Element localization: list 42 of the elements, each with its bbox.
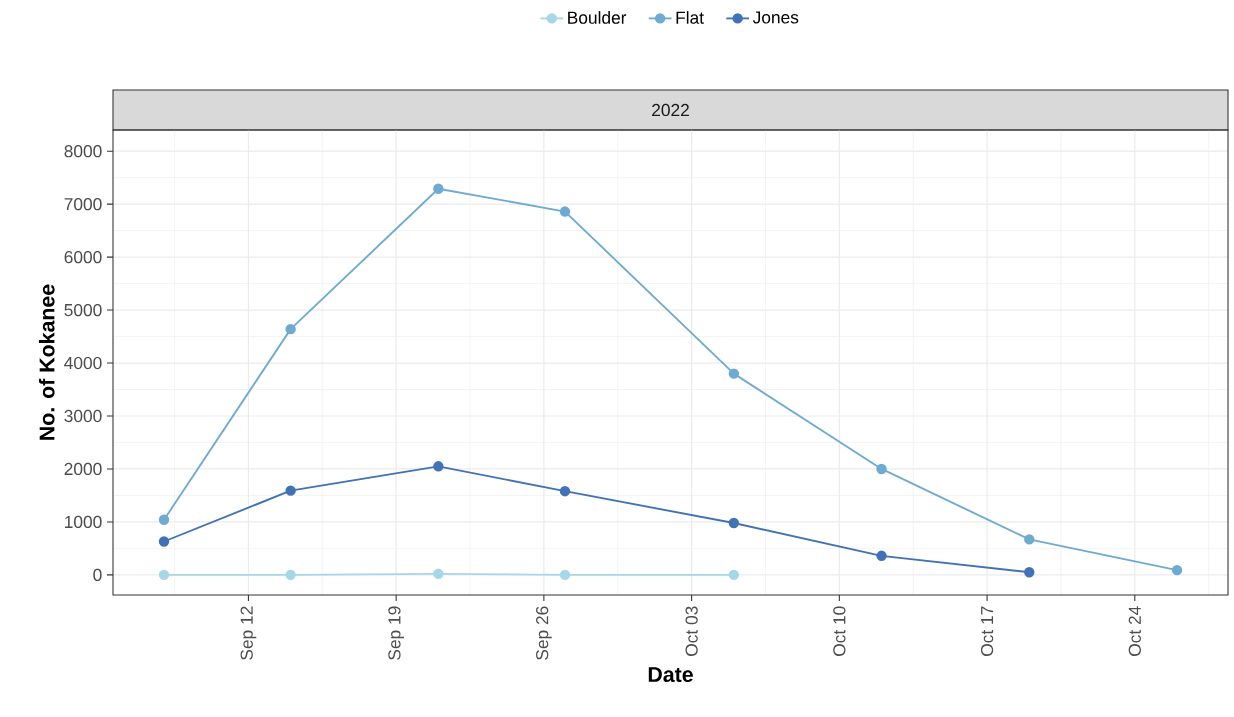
x-tick-label: Oct 17 (980, 606, 994, 656)
point (728, 569, 740, 581)
point (1171, 564, 1183, 576)
x-tick-label: Sep 12 (240, 606, 257, 660)
point (728, 517, 740, 529)
point (559, 569, 571, 581)
point (285, 569, 296, 581)
legend-label: Boulder (568, 11, 627, 24)
point (559, 206, 571, 217)
point (876, 463, 887, 475)
point (433, 461, 444, 472)
chart-title: 2022 (652, 103, 689, 117)
point (285, 485, 296, 496)
point (433, 183, 444, 194)
y-tick-label: 7000 (64, 198, 102, 211)
x-tick-label: Oct 10 (833, 606, 846, 656)
point (158, 514, 170, 525)
y-tick-label: 5000 (64, 303, 102, 317)
legend-label: Flat (676, 11, 704, 24)
y-tick-label: 4000 (64, 356, 102, 370)
point (559, 485, 571, 497)
point (285, 323, 296, 335)
point (158, 536, 170, 547)
y-tick-label: 0 (93, 568, 102, 582)
y-tick-label: 8000 (64, 145, 102, 158)
point (433, 568, 444, 580)
x-tick-label: Oct 03 (685, 606, 698, 656)
point (158, 569, 170, 581)
y-tick-label: 2000 (64, 462, 102, 476)
y-tick-label: 3000 (64, 409, 102, 423)
y-tick-label: 6000 (64, 250, 102, 264)
legend-label: Jones (752, 11, 799, 24)
x-tick-label: Oct 24 (1128, 606, 1141, 656)
x-tick-label: Sep 19 (388, 606, 404, 660)
y-axis-title: No. of Kokanee (38, 284, 55, 440)
x-tick-label: Sep 26 (536, 606, 552, 660)
y-tick-label: 1000 (65, 515, 102, 529)
x-axis-title: Date (648, 667, 693, 683)
point (1024, 567, 1035, 578)
point (1024, 534, 1035, 545)
point (876, 550, 887, 562)
point (728, 368, 740, 379)
